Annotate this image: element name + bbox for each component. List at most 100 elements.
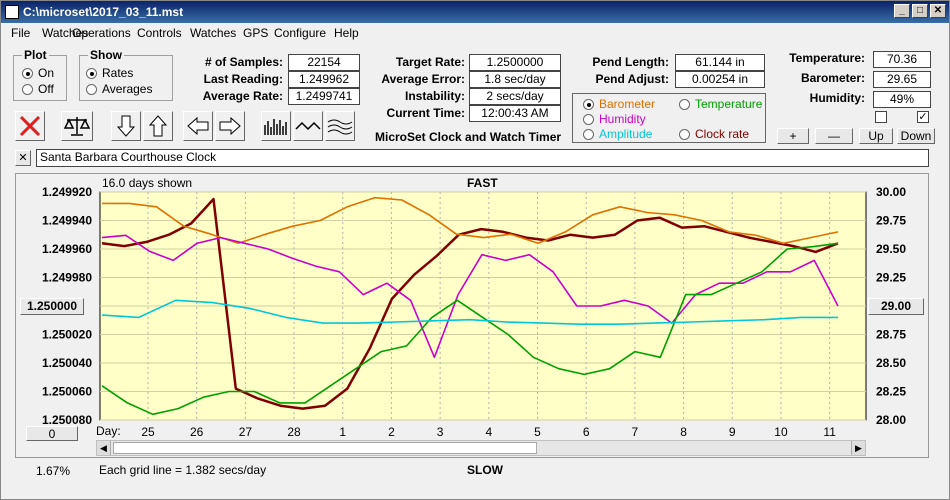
wave-graph-button[interactable] bbox=[325, 111, 355, 141]
overlay-temperature-radio[interactable]: Temperature bbox=[679, 97, 762, 111]
center-rate-button[interactable]: 1.250000 bbox=[20, 298, 84, 315]
zoom-out-button[interactable]: — bbox=[815, 128, 853, 144]
series-line-amplitude bbox=[101, 299, 838, 325]
menu-operations[interactable]: Operations bbox=[72, 26, 131, 40]
title-bar: C:\microset\2017_03_11.mst _ □ ✕ bbox=[1, 1, 949, 23]
red-x-icon bbox=[19, 115, 41, 137]
overlay-clockrate-radio[interactable]: Clock rate bbox=[679, 127, 749, 141]
x-tick-label: 27 bbox=[239, 425, 253, 439]
up-button[interactable]: Up bbox=[859, 128, 893, 144]
y-left-tick: 1.249940 bbox=[42, 214, 92, 228]
instability-label: Instability: bbox=[404, 89, 465, 103]
days-shown-label: 16.0 days shown bbox=[102, 176, 193, 190]
day-label: Day: bbox=[96, 424, 121, 438]
x-tick-label: 7 bbox=[632, 425, 639, 439]
clock-close-button[interactable]: ✕ bbox=[15, 150, 31, 166]
menu-file[interactable]: File bbox=[11, 26, 31, 40]
y-left-tick: 1.249980 bbox=[42, 271, 92, 285]
x-tick-label: 5 bbox=[534, 425, 541, 439]
pend-adjust-value: 0.00254 in bbox=[675, 71, 765, 88]
overlay-barometer-radio[interactable]: Barometer bbox=[583, 97, 655, 111]
scroll-left-button[interactable] bbox=[183, 111, 213, 141]
scroll-right-arrow-icon[interactable]: ▶ bbox=[851, 441, 865, 455]
x-tick-label: 9 bbox=[729, 425, 736, 439]
series-line-humidity bbox=[101, 234, 839, 359]
zero-button[interactable]: 0 bbox=[26, 426, 78, 441]
checked-checkbox[interactable]: ✓ bbox=[917, 111, 929, 123]
show-group: Show Rates Averages bbox=[79, 48, 173, 101]
barometer-label: Barometer: bbox=[800, 71, 865, 85]
y-right-tick: 29.75 bbox=[876, 214, 906, 228]
plot-off-radio[interactable]: Off bbox=[22, 82, 54, 96]
menu-controls[interactable]: Controls bbox=[137, 26, 182, 40]
scroll-left-arrow-icon[interactable]: ◀ bbox=[97, 441, 111, 455]
menu-gps[interactable]: GPS bbox=[243, 26, 269, 40]
menu-help[interactable]: Help bbox=[334, 26, 359, 40]
x-tick-label: 8 bbox=[680, 425, 687, 439]
y-right-tick: 28.50 bbox=[876, 356, 906, 370]
samples-value: 22154 bbox=[288, 54, 360, 71]
overlay-humidity-radio[interactable]: Humidity bbox=[583, 112, 646, 126]
average-error-value: 1.8 sec/day bbox=[469, 71, 561, 88]
x-tick-label: 25 bbox=[141, 425, 155, 439]
minimize-button[interactable]: _ bbox=[894, 4, 910, 18]
scroll-down-button[interactable] bbox=[111, 111, 141, 141]
humidity-label: Humidity: bbox=[809, 91, 865, 105]
scroll-right-button[interactable] bbox=[215, 111, 245, 141]
bar-graph-button[interactable] bbox=[261, 111, 291, 141]
plot-on-radio[interactable]: On bbox=[22, 66, 54, 80]
x-tick-label: 4 bbox=[485, 425, 492, 439]
current-time-value: 12:00:43 AM bbox=[469, 105, 561, 122]
unchecked-checkbox[interactable] bbox=[875, 111, 887, 123]
plot-group: Plot On Off bbox=[13, 48, 67, 101]
last-reading-value: 1.249962 bbox=[288, 71, 360, 88]
close-window-button[interactable]: ✕ bbox=[930, 4, 946, 18]
balance-button[interactable] bbox=[61, 111, 93, 141]
y-left-tick: 1.250020 bbox=[42, 328, 92, 342]
menu-bar: File Watches Operations Controls Watches… bbox=[1, 23, 949, 43]
maximize-button[interactable]: □ bbox=[912, 4, 928, 18]
wave-graph-icon bbox=[327, 119, 353, 135]
menu-watches[interactable]: Watches bbox=[190, 26, 237, 40]
menu-watches-1[interactable]: Watches bbox=[42, 26, 89, 40]
current-time-label: Current Time: bbox=[386, 106, 465, 120]
y-left-tick: 1.249920 bbox=[42, 185, 92, 199]
y-right-tick: 28.75 bbox=[876, 328, 906, 342]
menu-configure[interactable]: Configure bbox=[274, 26, 327, 40]
y-left-tick: 1.250040 bbox=[42, 356, 92, 370]
average-rate-label: Average Rate: bbox=[202, 89, 283, 103]
down-button[interactable]: Down bbox=[897, 128, 935, 144]
clock-name-field[interactable]: Santa Barbara Courthouse Clock bbox=[36, 149, 929, 167]
last-reading-label: Last Reading: bbox=[203, 72, 283, 86]
barometer-value: 29.65 bbox=[873, 71, 931, 88]
arrow-up-icon bbox=[148, 115, 168, 137]
zoom-in-button[interactable]: + bbox=[777, 128, 809, 144]
line-graph-button[interactable] bbox=[293, 111, 323, 141]
stop-button[interactable] bbox=[15, 111, 45, 141]
line-graph-icon bbox=[295, 121, 321, 131]
y-left-tick: 1.249960 bbox=[42, 242, 92, 256]
window-title: C:\microset\2017_03_11.mst bbox=[23, 5, 184, 19]
plot-group-title: Plot bbox=[22, 48, 49, 62]
slow-label: SLOW bbox=[467, 463, 503, 477]
instability-value: 2 secs/day bbox=[469, 88, 561, 105]
x-tick-label: 3 bbox=[437, 425, 444, 439]
average-rate-value: 1.2499741 bbox=[288, 88, 360, 105]
show-averages-radio[interactable]: Averages bbox=[86, 82, 152, 96]
arrow-right-icon bbox=[219, 116, 241, 136]
average-error-label: Average Error: bbox=[381, 72, 465, 86]
time-scrollbar[interactable]: ◀ ▶ bbox=[96, 440, 866, 456]
series-line-temperature bbox=[101, 242, 839, 416]
scroll-track[interactable] bbox=[113, 442, 537, 454]
right-value-button[interactable]: 29.00 bbox=[868, 298, 924, 315]
show-rates-radio[interactable]: Rates bbox=[86, 66, 133, 80]
bar-graph-icon bbox=[264, 119, 287, 135]
x-tick-label: 6 bbox=[583, 425, 590, 439]
fast-label: FAST bbox=[467, 176, 498, 190]
x-tick-label: 2 bbox=[388, 425, 395, 439]
x-tick-label: 11 bbox=[823, 425, 836, 439]
overlay-amplitude-radio[interactable]: Amplitude bbox=[583, 127, 652, 141]
scroll-up-button[interactable] bbox=[143, 111, 173, 141]
target-rate-value: 1.2500000 bbox=[469, 54, 561, 71]
